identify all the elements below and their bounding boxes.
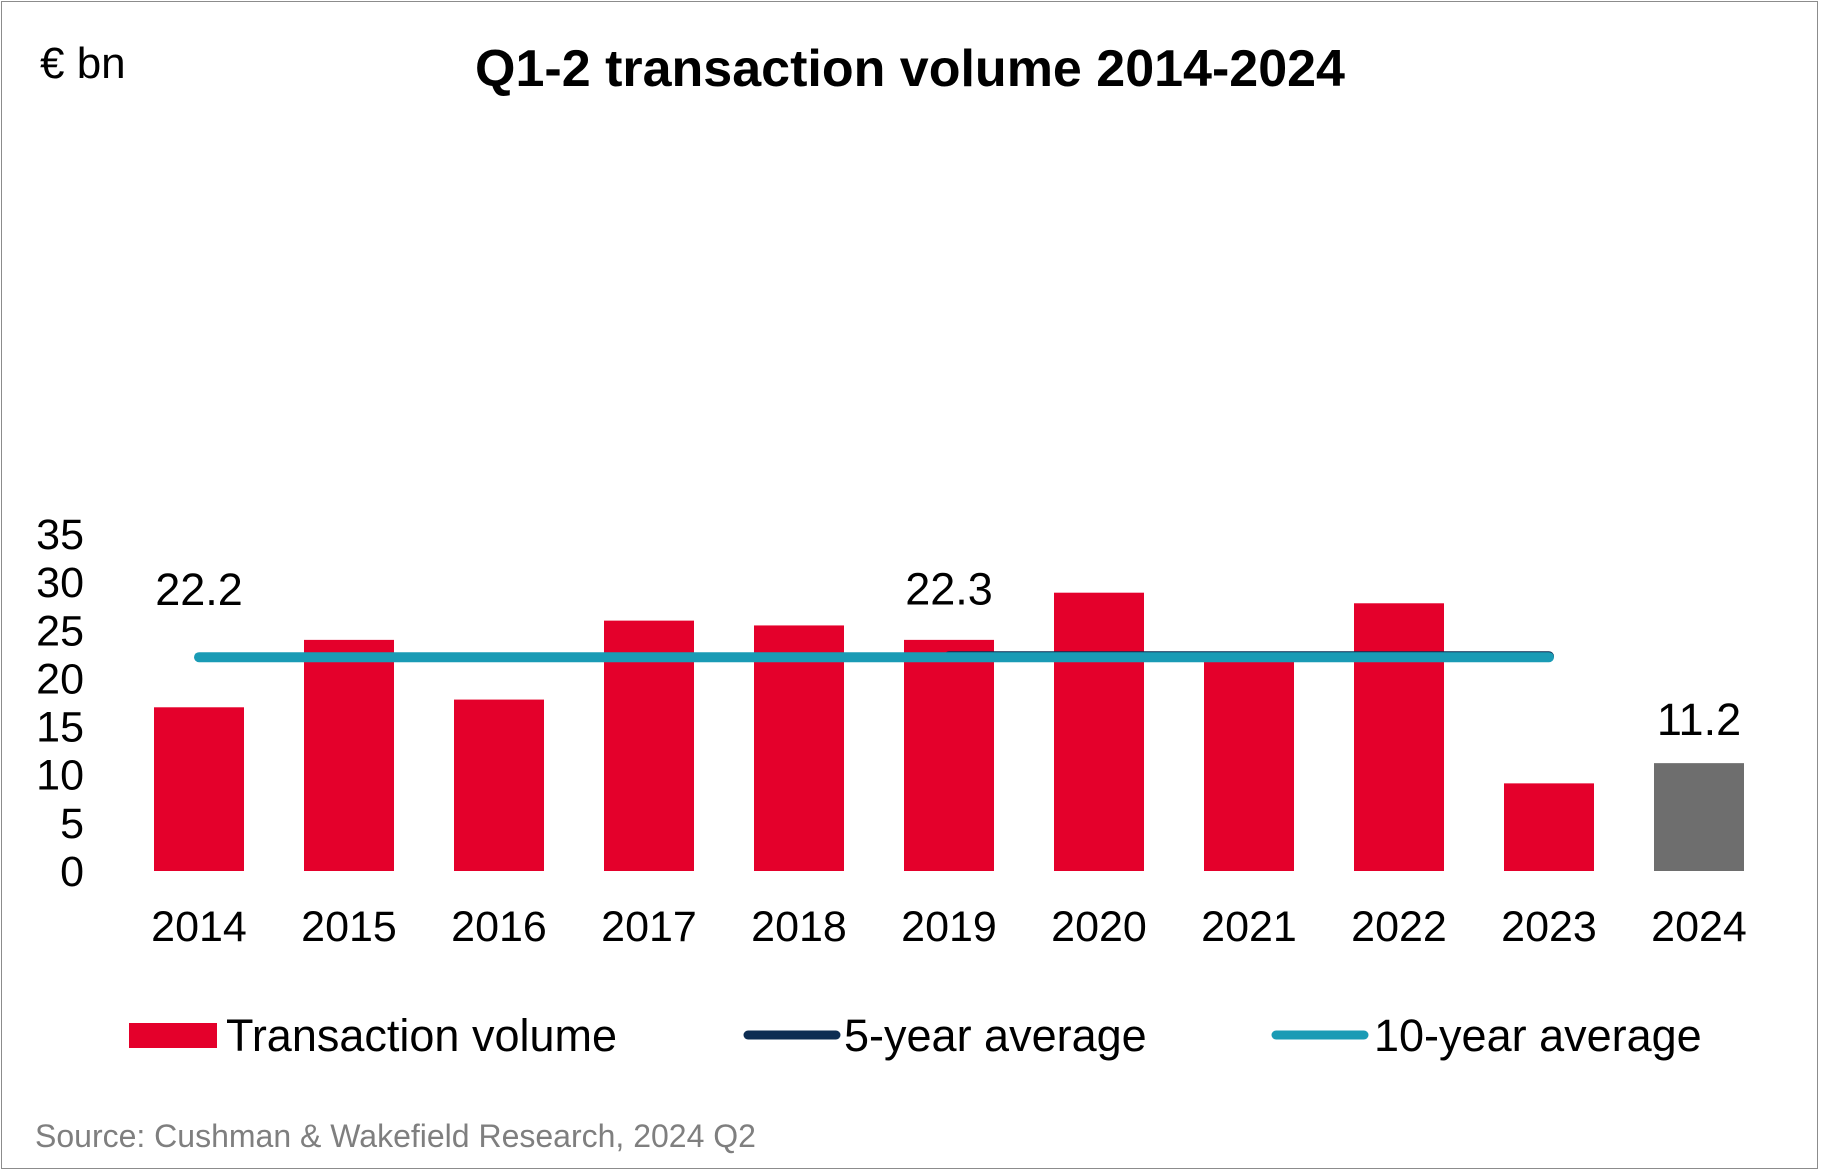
y-tick-label: 15 [36, 704, 84, 752]
data-label: 11.2 [1657, 694, 1741, 745]
legend-label-10-year-average: 10-year average [1374, 1010, 1702, 1061]
x-axis: 2014 2015 2016 2017 2018 2019 2020 2021 2022 2023… [151, 903, 1747, 951]
bars [154, 592, 1744, 871]
x-tick-label: 2014 [151, 903, 247, 951]
y-tick-label: 35 [36, 511, 84, 559]
data-labels: 22.2 22.3 11.2 [155, 563, 1741, 745]
unit-label: € bn [40, 39, 126, 88]
legend-swatch-transaction-volume [129, 1023, 217, 1048]
x-tick-label: 2019 [901, 903, 997, 951]
y-tick-label: 0 [60, 848, 84, 896]
bar-2024 [1654, 763, 1744, 871]
bar-2014 [154, 707, 244, 871]
bar-2020 [1054, 592, 1144, 871]
x-tick-label: 2022 [1351, 903, 1447, 951]
x-tick-label: 2021 [1201, 903, 1297, 951]
x-tick-label: 2024 [1651, 903, 1747, 951]
legend-label-5-year-average: 5-year average [844, 1010, 1147, 1061]
y-tick-label: 10 [36, 752, 84, 800]
x-tick-label: 2017 [601, 903, 697, 951]
data-label: 22.2 [155, 564, 243, 615]
bar-2022 [1354, 603, 1444, 871]
bar-2021 [1204, 659, 1294, 871]
y-tick-label: 30 [36, 559, 84, 607]
x-tick-label: 2023 [1501, 903, 1597, 951]
x-tick-label: 2015 [301, 903, 397, 951]
x-tick-label: 2016 [451, 903, 547, 951]
legend-label-transaction-volume: Transaction volume [226, 1010, 617, 1061]
legend: Transaction volume 5-year average 10-yea… [129, 1010, 1702, 1061]
x-tick-label: 2020 [1051, 903, 1147, 951]
y-tick-label: 20 [36, 655, 84, 703]
bar-2017 [604, 620, 694, 871]
y-tick-label: 25 [36, 607, 84, 655]
y-tick-label: 5 [60, 800, 84, 848]
bar-2015 [304, 639, 394, 871]
average-lines [194, 651, 1554, 663]
source-note: Source: Cushman & Wakefield Research, 20… [35, 1118, 756, 1154]
bar-2019 [904, 639, 994, 871]
bar-2023 [1504, 783, 1594, 871]
x-tick-label: 2018 [751, 903, 847, 951]
bar-2018 [754, 625, 844, 871]
data-label: 22.3 [905, 563, 993, 614]
bar-2016 [454, 699, 544, 871]
chart-title: Q1-2 transaction volume 2014-2024 [475, 40, 1345, 98]
